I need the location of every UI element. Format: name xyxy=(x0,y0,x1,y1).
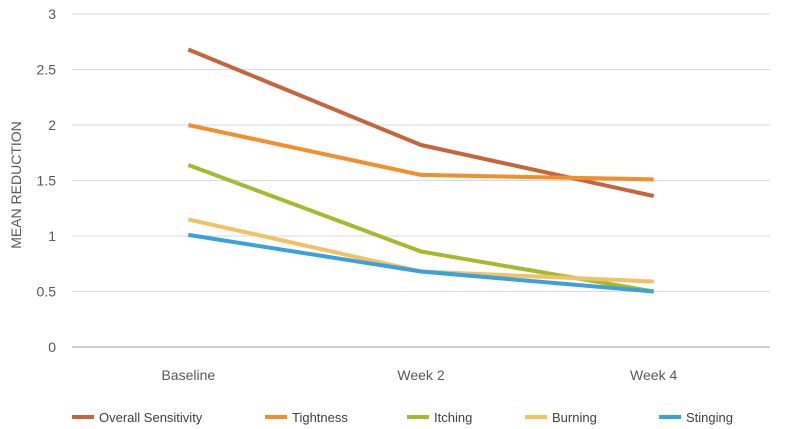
y-tick-label: 0 xyxy=(48,339,56,355)
y-tick-label: 0.5 xyxy=(37,284,57,300)
x-tick-label: Week 4 xyxy=(630,367,677,383)
series-lines xyxy=(187,47,655,294)
legend-item: Tightness xyxy=(265,410,348,425)
legend-item: Overall Sensitivity xyxy=(72,410,203,425)
legend-item: Stinging xyxy=(659,410,733,425)
gridlines xyxy=(72,13,770,348)
y-tick-label: 1.5 xyxy=(37,173,57,189)
legend-label: Tightness xyxy=(292,410,348,425)
x-axis-ticks: Baseline Week 2 Week 4 xyxy=(161,367,677,383)
legend-label: Overall Sensitivity xyxy=(99,410,203,425)
y-tick-label: 1 xyxy=(48,228,56,244)
series-line-tightness xyxy=(187,123,654,182)
x-tick-label: Week 2 xyxy=(397,367,444,383)
y-axis-ticks: 0 0.5 1 1.5 2 2.5 3 xyxy=(37,6,57,355)
legend-item: Burning xyxy=(525,410,597,425)
legend-label: Burning xyxy=(552,410,597,425)
y-axis-title: MEAN REDUCTION xyxy=(8,121,24,249)
series-line-stinging xyxy=(187,232,654,294)
legend-label: Stinging xyxy=(686,410,733,425)
x-tick-label: Baseline xyxy=(161,367,215,383)
y-tick-label: 3 xyxy=(48,6,56,22)
y-tick-label: 2 xyxy=(48,117,56,133)
y-tick-label: 2.5 xyxy=(37,62,57,78)
legend-item: Itching xyxy=(407,410,472,425)
legend: Overall Sensitivity Tightness Itching Burni… xyxy=(72,410,733,425)
legend-label: Itching xyxy=(434,410,472,425)
